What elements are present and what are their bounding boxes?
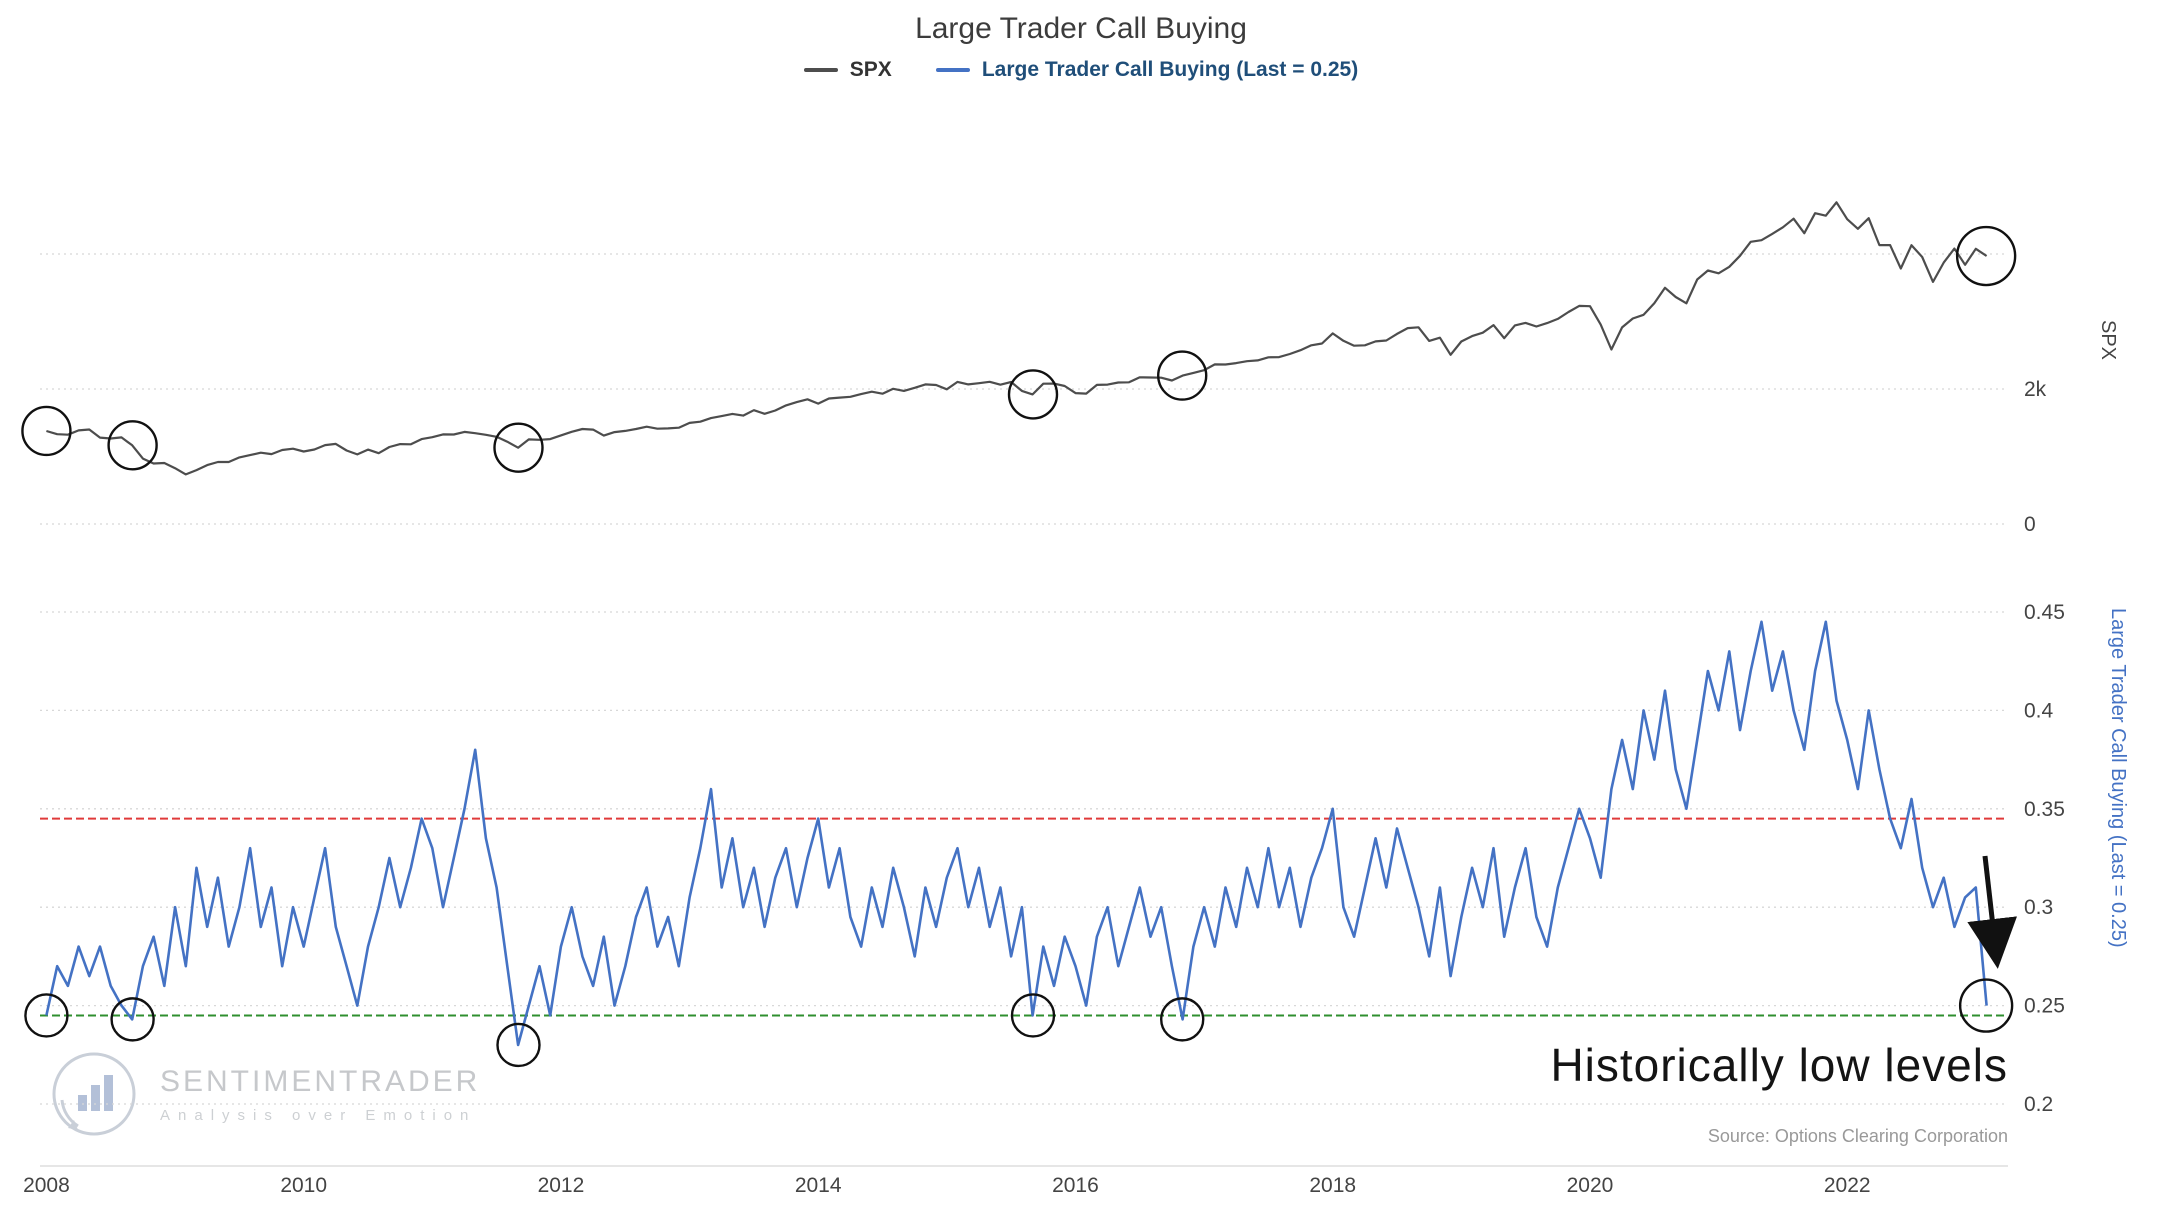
x-tick-label: 2018 (1309, 1174, 1356, 1197)
signal-circle (1955, 225, 2017, 287)
legend-item-spx[interactable]: SPX (803, 58, 892, 82)
signal-circle (110, 997, 155, 1042)
x-tick-label: 2022 (1824, 1174, 1871, 1197)
x-tick-label: 2012 (538, 1174, 585, 1197)
signal-circle (1157, 350, 1208, 401)
signal-circle (107, 420, 158, 471)
signal-circle (493, 422, 544, 473)
y-tick-label: 0.45 (2024, 601, 2065, 624)
y-tick-label: 0 (2024, 513, 2036, 536)
y-tick-label: 0.4 (2024, 699, 2054, 722)
source-credit: Source: Options Clearing Corporation (1707, 1126, 2008, 1146)
legend: SPX Large Trader Call Buying (Last = 0.2… (0, 58, 2162, 82)
spx-series-line (46, 201, 1988, 476)
y-tick-label: 0.2 (2024, 1093, 2053, 1116)
y-tick-label: 0.25 (2024, 995, 2065, 1018)
down-arrow (1967, 855, 2018, 969)
signal-circle (1160, 997, 1205, 1042)
legend-label-spx: SPX (849, 58, 892, 81)
signal-circle (1010, 993, 1056, 1038)
signal-circle (1958, 978, 2014, 1033)
historically-low-annotation: Historically low levels (1550, 1039, 2008, 1091)
y-tick-label: 0.35 (2024, 798, 2065, 821)
x-tick-label: 2014 (795, 1174, 842, 1197)
signal-circle (1007, 369, 1059, 420)
signal-circle (24, 993, 69, 1038)
y-tick-label: 2k (2024, 378, 2047, 401)
x-tick-label: 2016 (1052, 1174, 1099, 1197)
x-tick-label: 2010 (280, 1174, 327, 1197)
watermark-tagline: Analysis over Emotion (160, 1106, 477, 1124)
watermark: SENTIMENTRADER Analysis over Emotion (48, 1048, 480, 1140)
ratio-axis-title: Large Trader Call Buying (Last = 0.25) (2107, 608, 2129, 948)
ratio-line-swatch (935, 68, 970, 72)
spx-line-swatch (803, 68, 838, 72)
signal-circle (496, 1022, 541, 1068)
sentimentrader-logo-icon (52, 1052, 136, 1136)
x-tick-label: 2008 (23, 1174, 70, 1197)
watermark-text: SENTIMENTRADER Analysis over Emotion (160, 1065, 480, 1124)
x-tick-label: 2020 (1567, 1174, 1614, 1197)
legend-label-ratio: Large Trader Call Buying (Last = 0.25) (981, 58, 1359, 81)
chart-title: Large Trader Call Buying (915, 12, 1247, 45)
ratio-series-line (45, 620, 1988, 1047)
legend-item-ratio[interactable]: Large Trader Call Buying (Last = 0.25) (935, 58, 1359, 82)
signal-circle (21, 405, 72, 457)
watermark-name: SENTIMENTRADER (160, 1064, 481, 1098)
spx-axis-title: SPX (2097, 320, 2119, 361)
y-tick-label: 0.3 (2024, 896, 2053, 919)
